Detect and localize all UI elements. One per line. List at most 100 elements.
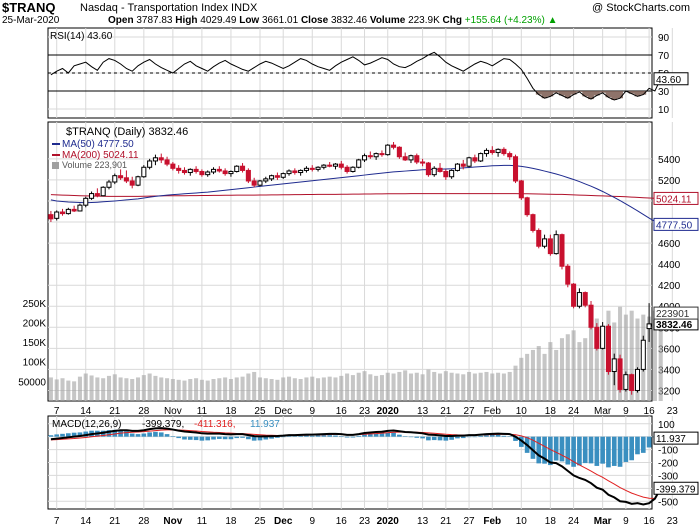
volume-bar bbox=[554, 349, 559, 401]
candlestick bbox=[94, 188, 100, 198]
candlestick bbox=[222, 168, 228, 176]
macd-histogram-bar bbox=[588, 436, 594, 464]
macd-histogram-bar bbox=[234, 436, 240, 439]
candlestick bbox=[321, 164, 327, 170]
candle-body bbox=[315, 166, 321, 170]
macd-value-label: -399.379 bbox=[656, 484, 696, 495]
price-tick-label: 4400 bbox=[658, 260, 681, 271]
ma50-legend: MA(50) 4777.50 bbox=[62, 139, 134, 150]
volume-bar bbox=[472, 373, 477, 401]
candle-body bbox=[553, 234, 559, 255]
date-tick-label: Mar bbox=[594, 516, 612, 527]
candlestick bbox=[373, 152, 379, 160]
candlestick bbox=[303, 166, 309, 173]
macd-histogram-bar bbox=[315, 435, 321, 437]
macd-signal-text: -411.316, bbox=[194, 419, 236, 430]
candlestick bbox=[542, 234, 548, 249]
volume-bar bbox=[101, 378, 106, 401]
candlestick bbox=[408, 154, 414, 164]
candlestick bbox=[547, 234, 553, 256]
macd-histogram-bar bbox=[565, 436, 571, 465]
candlestick bbox=[292, 168, 298, 175]
macd-label: MACD(12,26,9) bbox=[52, 419, 121, 430]
volume-bar bbox=[658, 313, 663, 401]
macd-histogram-bar bbox=[420, 436, 425, 439]
macd-histogram-bar bbox=[280, 436, 286, 438]
macd-tick-label: -500 bbox=[658, 497, 678, 508]
macd-histogram-bar bbox=[170, 436, 176, 437]
volume-bar bbox=[536, 346, 541, 401]
candlestick bbox=[367, 151, 373, 159]
date-tick-label: Dec bbox=[274, 406, 292, 417]
macd-histogram-bar bbox=[373, 433, 379, 437]
macd-histogram-bar bbox=[153, 431, 158, 437]
macd-histogram-bar bbox=[292, 436, 298, 437]
candlestick bbox=[152, 154, 158, 166]
candle-body bbox=[257, 180, 263, 186]
macd-histogram-bar bbox=[362, 434, 367, 437]
macd-histogram-bar bbox=[106, 430, 112, 437]
macd-histogram-bar bbox=[408, 436, 414, 438]
volume-bar bbox=[106, 375, 112, 401]
date-tick-label: 23 bbox=[667, 406, 679, 417]
candlestick bbox=[193, 166, 199, 174]
volume-bar bbox=[600, 330, 605, 401]
candlestick bbox=[629, 373, 635, 395]
candlestick bbox=[332, 163, 339, 170]
date-tick-label: 27 bbox=[463, 406, 475, 417]
macd-histogram-bar bbox=[147, 432, 152, 437]
candlestick bbox=[646, 303, 652, 342]
candlestick bbox=[315, 166, 321, 172]
candle-body bbox=[646, 323, 652, 330]
volume-bar bbox=[588, 326, 594, 401]
candlestick bbox=[489, 146, 495, 155]
date-tick-label: 18 bbox=[545, 516, 557, 527]
macd-histogram-bar bbox=[542, 436, 547, 464]
macd-histogram-bar bbox=[338, 436, 344, 437]
volume-bar bbox=[286, 376, 292, 401]
candle-body bbox=[158, 157, 164, 161]
candle-body bbox=[588, 304, 594, 328]
price-tick-label: 3600 bbox=[658, 344, 681, 355]
candle-body bbox=[59, 211, 66, 215]
rsi-tick-label: 30 bbox=[658, 87, 670, 98]
volume-tick-label: 200K bbox=[23, 318, 47, 329]
candlestick bbox=[164, 156, 170, 167]
macd-histogram-bar bbox=[269, 436, 274, 439]
date-tick-label: 14 bbox=[80, 406, 92, 417]
date-tick-label: 10 bbox=[516, 406, 528, 417]
candle-body bbox=[600, 325, 606, 349]
macd-histogram-bar bbox=[455, 436, 460, 439]
volume-tick-label: 150K bbox=[23, 338, 47, 349]
candle-body bbox=[408, 155, 414, 161]
rsi-tick-label: 10 bbox=[658, 105, 670, 116]
candle-body bbox=[617, 358, 623, 390]
volume-bar bbox=[72, 381, 77, 401]
candlestick bbox=[48, 210, 54, 223]
candle-body bbox=[89, 193, 95, 199]
candle-body bbox=[106, 181, 112, 188]
macd-tick-label: -100 bbox=[658, 446, 678, 457]
volume-bar bbox=[263, 378, 268, 401]
candle-body bbox=[361, 155, 368, 161]
date-tick-label: 9 bbox=[309, 516, 315, 527]
candle-body bbox=[414, 155, 420, 163]
candle-body bbox=[454, 163, 460, 171]
volume-bar bbox=[525, 353, 530, 401]
macd-histogram-bar bbox=[205, 436, 211, 441]
volume-bar bbox=[647, 316, 652, 401]
candle-body bbox=[623, 374, 629, 390]
candle-body bbox=[565, 265, 571, 285]
candlestick bbox=[59, 208, 66, 216]
macd-histogram-bar bbox=[60, 433, 65, 437]
date-tick-label: 25 bbox=[254, 516, 266, 527]
quote-date: 25-Mar-2020 bbox=[2, 15, 60, 26]
macd-histogram-bar bbox=[507, 436, 513, 437]
candlestick bbox=[176, 165, 182, 174]
candlestick bbox=[361, 153, 368, 163]
candle-body bbox=[135, 176, 141, 186]
candlestick bbox=[524, 196, 530, 217]
macd-histogram-bar bbox=[391, 432, 396, 437]
candlestick bbox=[449, 169, 455, 179]
volume-bar bbox=[48, 377, 53, 401]
